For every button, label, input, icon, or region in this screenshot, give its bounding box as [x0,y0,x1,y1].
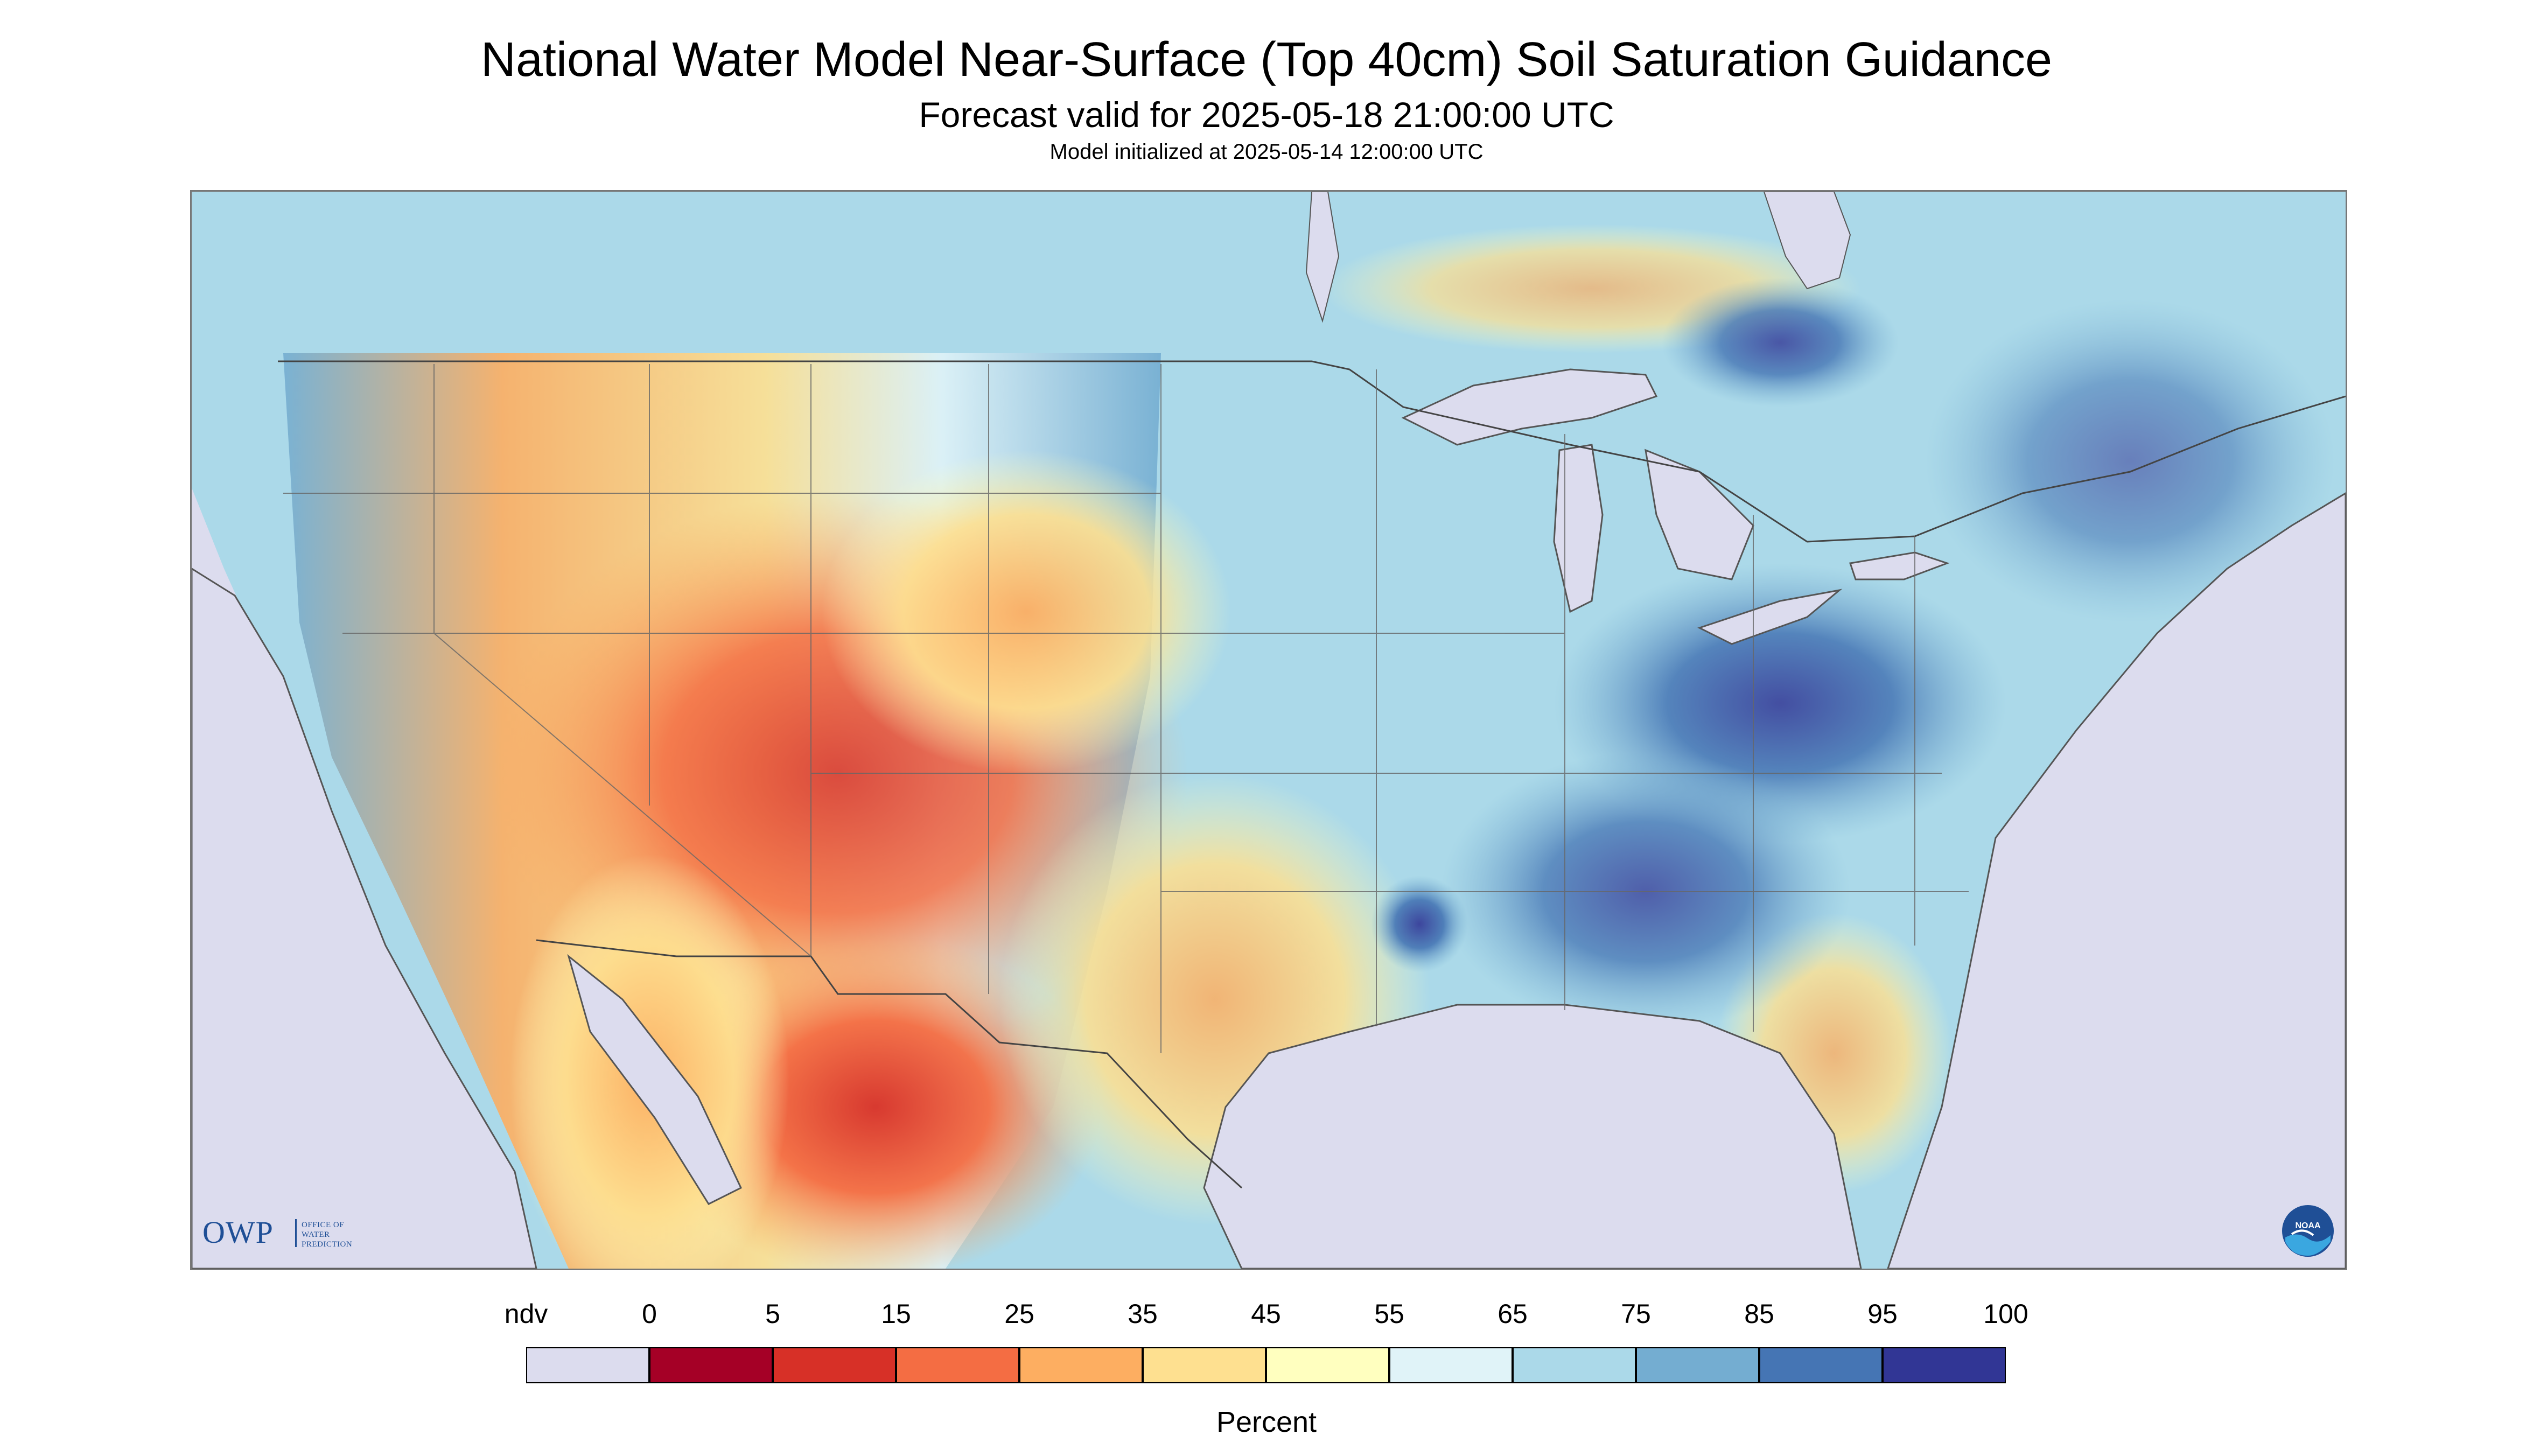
gulf-of-california [567,954,742,1205]
colorbar-bin [1636,1347,1759,1383]
colorbar-tick-label: 55 [1374,1299,1404,1329]
colorbar-tick-label: 35 [1128,1299,1158,1329]
colorbar-tick-label: 100 [1983,1299,2028,1329]
lake-ontario [1849,551,1950,580]
owp-logo-line3: PREDICTION [302,1240,353,1249]
state-borders [283,364,1969,1053]
owp-logo: OWP OFFICE OF WATER PREDICTION [202,1215,375,1252]
colorbar-tick-label: 95 [1867,1299,1898,1329]
northeast-wet [1926,299,2335,622]
colorbar-bin [1019,1347,1143,1383]
colorbar-bin [896,1347,1019,1383]
colorbar-bin [1266,1347,1389,1383]
colorbar-tick-label: 15 [881,1299,911,1329]
forecast-valid-subtitle: Forecast valid for 2025-05-18 21:00:00 U… [919,95,1614,135]
hudson-bay-water [1763,192,1851,290]
colorbar-bin [1143,1347,1266,1383]
colorbar-bin [649,1347,773,1383]
colorbar-tick-label: 0 [642,1299,657,1329]
rockies-dry [822,450,1231,773]
colorbar [526,1347,2007,1383]
colorbar-tick-label: 25 [1004,1299,1034,1329]
colorbar-bin [1883,1347,2006,1383]
noaa-logo: NOAA [2281,1204,2335,1258]
colorbar-tick-label: 85 [1744,1299,1774,1329]
owp-logo-line2: WATER [302,1230,330,1239]
noaa-logo-text: NOAA [2295,1221,2321,1230]
gulf-of-mexico [1203,1004,1862,1269]
owp-logo-line1: OFFICE OF [302,1221,345,1229]
page-title: National Water Model Near-Surface (Top 4… [480,33,2052,87]
conus-soil-saturation-map [192,192,2346,1269]
map-frame: OWP OFFICE OF WATER PREDICTION NOAA [190,190,2347,1270]
colorbar-tick-label: 45 [1251,1299,1281,1329]
model-init-subtitle: Model initialized at 2025-05-14 12:00:00… [1049,140,1484,164]
pacific-ocean [192,568,537,1269]
colorbar-tick-label: 5 [765,1299,780,1329]
colorbar-label: Percent [1216,1406,1317,1438]
colorbar-tick-label: ndv [504,1299,548,1329]
lake-michigan [1553,444,1604,613]
hudson-bay-wet [1662,278,1899,407]
texas-wet [1371,876,1468,972]
us-canada-border [278,360,2346,543]
colorbar-tick-label: 75 [1621,1299,1651,1329]
noaa-emblem-icon [2282,1205,2334,1257]
owp-logo-divider [295,1219,297,1247]
owp-logo-letters: OWP [202,1215,274,1250]
lake-erie [1697,589,1843,645]
us-mexico-border [536,939,1243,1189]
lake-superior [1401,368,1658,446]
atlantic-ocean [1887,492,2346,1269]
colorbar-tick-label: 65 [1498,1299,1528,1329]
colorbar-bin [1389,1347,1513,1383]
lake-winnipeg [1305,192,1340,323]
colorbar-bin [1513,1347,1636,1383]
colorbar-bin [1759,1347,1883,1383]
colorbar-bin [773,1347,896,1383]
colorbar-bin [526,1347,649,1383]
